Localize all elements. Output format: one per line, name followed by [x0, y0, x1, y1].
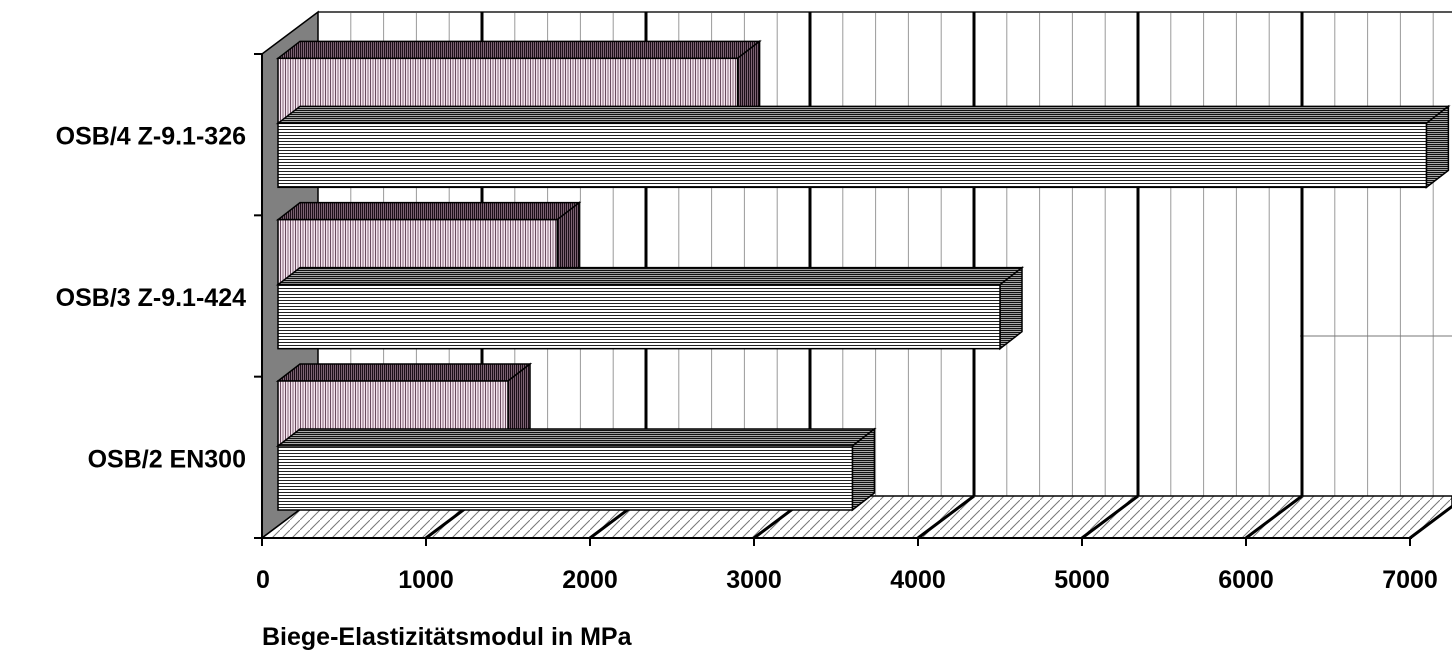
y-ticks	[254, 53, 262, 539]
bar-top-face	[275, 428, 877, 447]
bar-top-face	[275, 266, 1025, 286]
bar-top-face	[275, 105, 1451, 125]
x-tick-label: 1000	[398, 566, 454, 594]
bar	[277, 283, 1001, 350]
bar-top-face	[275, 363, 533, 382]
x-tick-label: 6000	[1218, 566, 1274, 594]
x-tick-label: 0	[256, 566, 270, 594]
x-tick-label: 2000	[562, 566, 618, 594]
floor-gridline	[1409, 504, 1452, 540]
bar	[277, 122, 1428, 189]
bar	[277, 445, 854, 511]
floor-gridline	[1081, 494, 1139, 540]
bars	[275, 39, 1451, 512]
x-tick-label: 3000	[726, 566, 782, 594]
x-axis-title: Biege-Elastizitätsmodul in MPa	[262, 623, 633, 651]
bar-top-face	[275, 40, 762, 60]
x-ticks	[261, 538, 1411, 546]
bar-top-face	[275, 201, 582, 221]
x-tick-label: 4000	[890, 566, 946, 594]
x-tick-label: 7000	[1382, 566, 1438, 594]
category-labels: OSB/2 EN300 OSB/3 Z-9.1-424 OSB/4 Z-9.1-32…	[56, 123, 246, 474]
category-label: OSB/3 Z-9.1-424	[56, 284, 246, 312]
x-tick-label: 5000	[1054, 566, 1110, 594]
category-label: OSB/2 EN300	[88, 445, 246, 473]
floor-gridline	[917, 494, 975, 540]
category-label: OSB/4 Z-9.1-326	[56, 123, 246, 151]
floor-gridline	[1245, 494, 1303, 540]
x-tick-labels: 0 1000 2000 3000 4000 5000 6000 7000	[256, 566, 1438, 594]
